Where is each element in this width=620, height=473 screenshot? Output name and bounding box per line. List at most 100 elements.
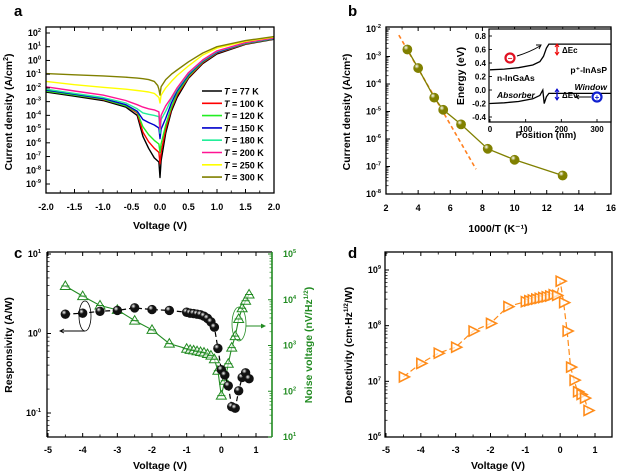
x-tick-label: -1.0 — [95, 202, 111, 212]
detectivity-point — [503, 300, 516, 313]
valence-band-line — [489, 87, 611, 105]
legend-entry: T = 300 K — [224, 173, 264, 183]
inset-y-tick-label: 0.6 — [475, 46, 487, 55]
tick-base: 10 — [366, 107, 376, 117]
inset-y-axis-label: Energy (eV) — [455, 47, 467, 105]
data-point — [509, 154, 520, 165]
x-tick-label: 1 — [253, 445, 258, 455]
y-tick-label: 10-1 — [26, 69, 41, 79]
y-tick-label: 103 — [283, 341, 296, 351]
panel-label-d: d — [348, 245, 357, 262]
legend-value: = 180 K — [230, 136, 265, 146]
responsivity-point — [77, 308, 88, 318]
tick-exponent: -3 — [376, 52, 381, 58]
y-tick-label: 10-2 — [366, 24, 381, 34]
tick-exponent: -2 — [36, 83, 41, 89]
noise-point — [76, 290, 89, 301]
responsivity-point — [147, 304, 157, 315]
y-tick-label: 100 — [28, 55, 41, 65]
tick-exponent: 1 — [38, 249, 41, 255]
tick-exponent: 2 — [38, 28, 41, 34]
y-axis-label-left: Responsivity (A/W) — [3, 297, 15, 393]
tick-base: 10 — [26, 138, 36, 148]
inset-x-axis-label: Position (nm) — [516, 130, 577, 141]
label-sup: 1/2 — [343, 303, 350, 312]
inset-y-tick-label: 0.4 — [475, 59, 487, 68]
tick-base: 10 — [283, 386, 293, 396]
detectivity-point — [565, 360, 579, 374]
tick-exponent: -6 — [376, 134, 381, 140]
noise-point — [229, 330, 242, 341]
detectivity-point — [450, 340, 464, 354]
electron-icon — [504, 52, 516, 64]
tick-exponent: -5 — [36, 124, 41, 130]
plot-area — [46, 35, 274, 179]
tick-base: 10 — [368, 432, 378, 442]
tick-exponent: -1 — [36, 69, 41, 75]
detectivity-point — [555, 274, 568, 288]
x-tick-label: 8 — [480, 203, 485, 213]
tick-exponent: 0 — [38, 55, 41, 61]
y-tick-label: 109 — [368, 265, 381, 275]
tick-exponent: 6 — [378, 432, 381, 438]
electron-arrowhead — [536, 44, 542, 50]
plot-frame — [384, 251, 613, 438]
window-role-label: Window — [575, 82, 609, 92]
legend-var: T — [224, 160, 231, 170]
legend-var: T — [224, 148, 231, 158]
y-tick-label: 10-1 — [26, 408, 41, 418]
y-tick-label: 10-6 — [26, 138, 41, 148]
responsivity-point — [112, 305, 123, 316]
legend-entry: T = 150 K — [224, 123, 264, 133]
tick-base: 10 — [368, 265, 378, 275]
data-point — [429, 92, 440, 103]
legend-var: T — [224, 173, 231, 183]
x-tick-label: -4 — [79, 445, 87, 455]
panel-label-a: a — [14, 3, 23, 20]
legend-var: T — [224, 87, 231, 97]
responsivity-point — [244, 374, 254, 384]
right-axis-indicator-ellipse — [231, 306, 247, 342]
legend-value: = 300 K — [230, 173, 265, 183]
absorber-role-label: Absorber — [496, 90, 535, 100]
tick-exponent: 8 — [378, 321, 381, 327]
delta-ev-label: ΔEv — [562, 91, 578, 100]
conduction-band-line — [489, 43, 611, 71]
detectivity-point — [551, 289, 565, 302]
noise-point — [128, 314, 141, 325]
legend-value: = 200 K — [230, 148, 265, 158]
responsivity-point — [233, 386, 244, 396]
x-tick-label: -2 — [486, 445, 494, 455]
tick-exponent: -8 — [36, 165, 41, 171]
hole-arrowhead — [575, 94, 580, 100]
x-tick-label: 16 — [606, 203, 616, 213]
tick-exponent: -4 — [376, 79, 382, 85]
tick-exponent: -7 — [36, 152, 41, 158]
x-tick-label: 1 — [592, 445, 597, 455]
noise-point — [146, 323, 158, 334]
tick-base: 10 — [28, 249, 38, 259]
tick-base: 10 — [28, 28, 38, 38]
inset-y-tick-label: 0.8 — [475, 32, 487, 41]
panel-label-c: c — [14, 245, 22, 262]
y-tick-label: 10-3 — [26, 97, 41, 107]
inset-x-tick-label: 100 — [519, 125, 533, 134]
noise-point — [225, 341, 238, 352]
panel-a: -2.0 -1.5 -1.0 -0.5 0.0 0.5 1.0 1.5 2.0102101100… — [3, 26, 280, 232]
x-tick-label: 0.0 — [154, 202, 167, 212]
y-tick-label: 101 — [28, 42, 41, 52]
detectivity-point — [579, 391, 593, 405]
y-axis-label-right: Noise voltage (nV/Hz1/2) — [303, 287, 315, 403]
detectivity-point — [583, 404, 596, 417]
noise-point — [232, 312, 245, 323]
tick-base: 10 — [28, 42, 38, 52]
y-tick-label: 10-4 — [26, 110, 42, 120]
y-tick-label: 10-7 — [26, 152, 41, 162]
tick-exponent: 1 — [38, 42, 41, 48]
label-text: Detectivity (cm·Hz — [343, 312, 355, 403]
x-tick-label: 0 — [558, 445, 563, 455]
tick-exponent: -4 — [36, 110, 42, 116]
tick-exponent: 4 — [293, 295, 297, 301]
x-tick-label: -1 — [521, 445, 529, 455]
